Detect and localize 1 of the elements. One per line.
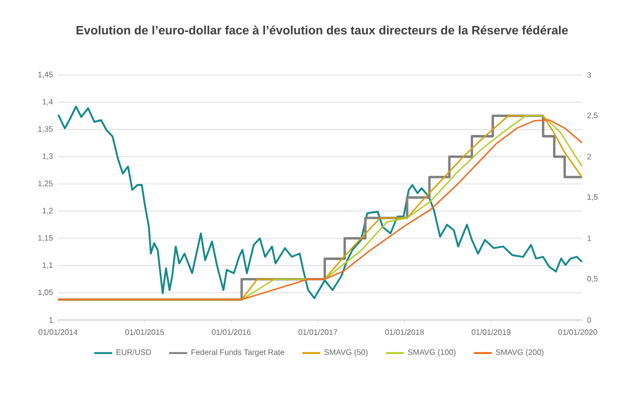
chart-title: Evolution de l’euro-dollar face à l’évolution des taux directeurs de la Réserve fédérale — [76, 26, 568, 34]
